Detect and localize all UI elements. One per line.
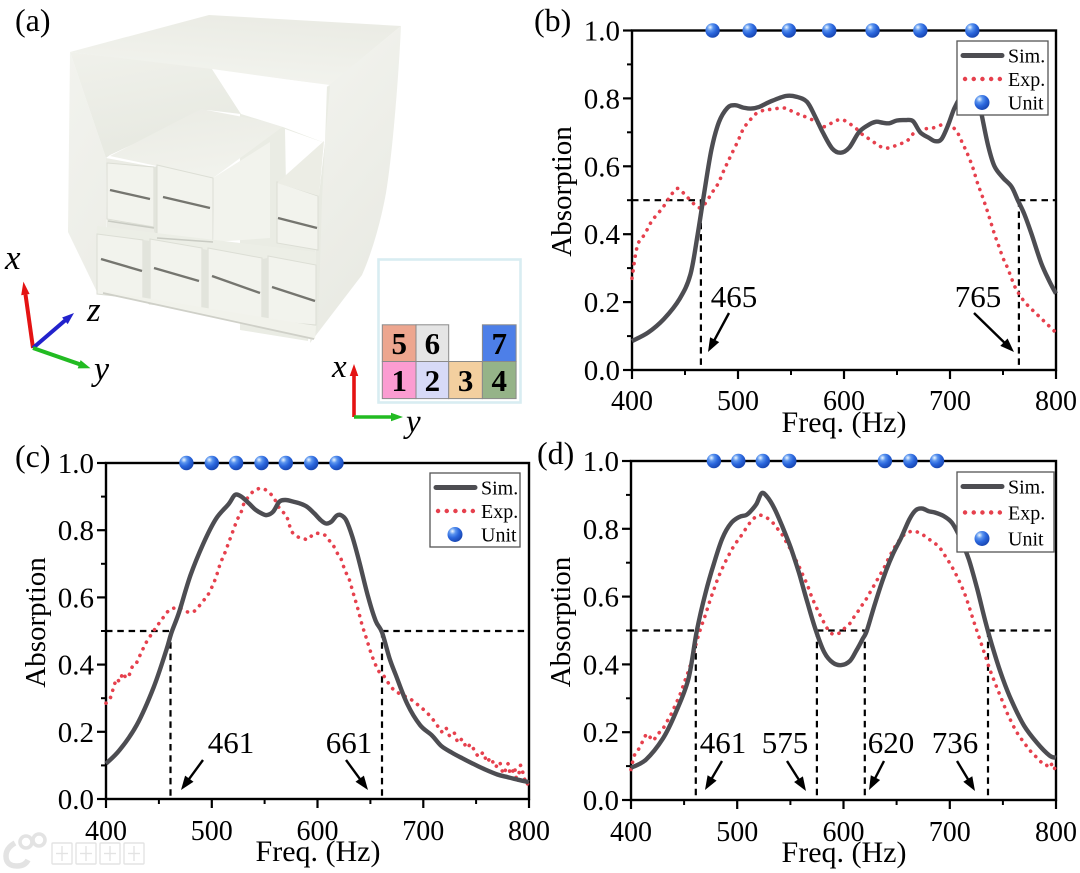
svg-text:0.6: 0.6 bbox=[583, 582, 619, 614]
svg-text:500: 500 bbox=[717, 386, 759, 417]
svg-text:0.6: 0.6 bbox=[58, 582, 94, 614]
svg-text:600: 600 bbox=[823, 817, 865, 848]
svg-text:Exp.: Exp. bbox=[1008, 503, 1045, 525]
svg-text:Exp.: Exp. bbox=[1008, 69, 1045, 91]
svg-text:461: 461 bbox=[700, 725, 747, 760]
svg-text:(a): (a) bbox=[15, 2, 51, 38]
svg-text:5: 5 bbox=[391, 326, 407, 361]
svg-text:Unit: Unit bbox=[1008, 529, 1044, 551]
svg-text:400: 400 bbox=[611, 386, 653, 417]
svg-text:461: 461 bbox=[208, 725, 255, 760]
svg-text:1.0: 1.0 bbox=[583, 446, 619, 478]
svg-text:(d): (d) bbox=[537, 435, 574, 471]
svg-text:0.0: 0.0 bbox=[584, 355, 620, 387]
svg-text:400: 400 bbox=[85, 816, 127, 847]
svg-text:Sim.: Sim. bbox=[1008, 46, 1045, 68]
svg-text:0.0: 0.0 bbox=[58, 784, 94, 816]
svg-text:465: 465 bbox=[711, 279, 758, 314]
svg-text:600: 600 bbox=[297, 816, 339, 847]
svg-text:0.4: 0.4 bbox=[58, 650, 95, 682]
svg-text:Sim.: Sim. bbox=[481, 478, 518, 500]
svg-text:575: 575 bbox=[762, 725, 809, 760]
svg-text:736: 736 bbox=[932, 725, 979, 760]
svg-text:y: y bbox=[91, 351, 110, 388]
svg-text:500: 500 bbox=[191, 816, 233, 847]
svg-text:y: y bbox=[403, 404, 421, 440]
svg-text:0.8: 0.8 bbox=[58, 515, 94, 547]
svg-text:800: 800 bbox=[1035, 386, 1077, 417]
svg-text:800: 800 bbox=[508, 816, 550, 847]
svg-text:765: 765 bbox=[955, 279, 1002, 314]
svg-text:1: 1 bbox=[391, 363, 407, 398]
svg-text:Freq. (Hz): Freq. (Hz) bbox=[256, 835, 381, 868]
svg-text:2: 2 bbox=[425, 363, 441, 398]
svg-text:700: 700 bbox=[402, 816, 444, 847]
svg-text:(b): (b) bbox=[534, 2, 571, 38]
svg-text:800: 800 bbox=[1035, 817, 1077, 848]
svg-text:0.6: 0.6 bbox=[584, 151, 620, 183]
svg-text:Unit: Unit bbox=[1008, 93, 1044, 115]
svg-text:500: 500 bbox=[716, 817, 758, 848]
svg-text:661: 661 bbox=[326, 725, 373, 760]
svg-text:400: 400 bbox=[610, 817, 652, 848]
svg-text:Absorption: Absorption bbox=[546, 126, 578, 257]
svg-text:Exp.: Exp. bbox=[481, 501, 518, 523]
svg-text:1.0: 1.0 bbox=[584, 16, 620, 48]
svg-text:0.2: 0.2 bbox=[58, 717, 94, 749]
svg-text:0.4: 0.4 bbox=[583, 649, 620, 681]
svg-text:z: z bbox=[86, 290, 101, 329]
svg-text:4: 4 bbox=[491, 363, 507, 398]
svg-text:Freq. (Hz): Freq. (Hz) bbox=[782, 836, 907, 869]
svg-text:x: x bbox=[4, 238, 21, 277]
svg-text:0.4: 0.4 bbox=[584, 219, 621, 251]
svg-text:(c): (c) bbox=[15, 438, 51, 474]
svg-text:Absorption: Absorption bbox=[545, 556, 577, 687]
svg-text:620: 620 bbox=[868, 725, 915, 760]
svg-text:Unit: Unit bbox=[481, 525, 517, 547]
svg-text:600: 600 bbox=[823, 386, 865, 417]
svg-text:0.0: 0.0 bbox=[583, 785, 619, 817]
svg-text:0.8: 0.8 bbox=[583, 514, 619, 546]
svg-text:Freq. (Hz): Freq. (Hz) bbox=[782, 406, 907, 439]
svg-text:700: 700 bbox=[929, 817, 971, 848]
svg-text:0.2: 0.2 bbox=[583, 717, 619, 749]
svg-text:0.8: 0.8 bbox=[584, 83, 620, 115]
svg-text:Sim.: Sim. bbox=[1008, 477, 1045, 499]
svg-text:Absorption: Absorption bbox=[20, 557, 52, 688]
svg-text:6: 6 bbox=[425, 326, 441, 361]
svg-text:0.2: 0.2 bbox=[584, 287, 620, 319]
svg-text:700: 700 bbox=[929, 386, 971, 417]
svg-text:1.0: 1.0 bbox=[58, 448, 94, 480]
svg-text:3: 3 bbox=[458, 363, 474, 398]
svg-text:7: 7 bbox=[491, 326, 507, 361]
svg-text:x: x bbox=[331, 349, 347, 385]
